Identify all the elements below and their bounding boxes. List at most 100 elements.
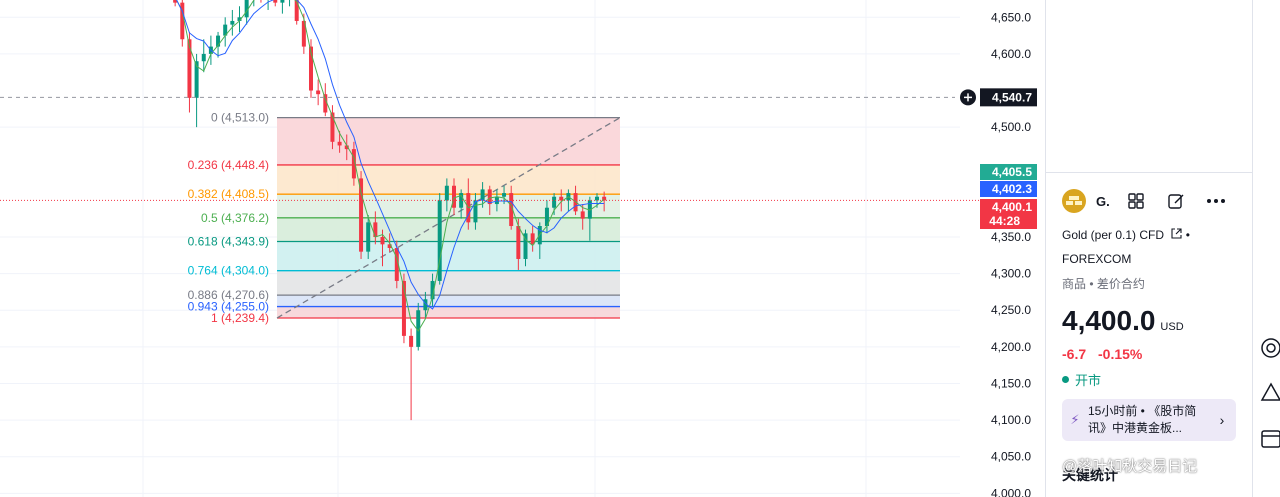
y-tick-label: 4,650.0 bbox=[991, 10, 1031, 24]
fib-zone bbox=[277, 295, 620, 307]
symbol-fullname[interactable]: Gold (per 0.1) CFD • bbox=[1062, 228, 1190, 242]
candle-body bbox=[444, 185, 449, 201]
news-card[interactable]: ⚡ 15小时前 • 《股市简讯》中港黄金板... › bbox=[1062, 399, 1236, 441]
candle-body bbox=[316, 90, 321, 95]
chart-area[interactable]: 0 (4,513.0) 0.236 (4,448.4) 0.382 (4,408.5… bbox=[0, 0, 1045, 497]
market-status-text: 开市 bbox=[1075, 373, 1102, 388]
status-dot-icon bbox=[1062, 376, 1069, 383]
symbol-type: 商品 • 差价合约 bbox=[1062, 277, 1145, 291]
candle-body bbox=[280, 0, 285, 3]
fib-level-label: 0.5 (4,376.2) bbox=[201, 211, 269, 225]
price-change-pct: -0.15% bbox=[1098, 346, 1143, 362]
price-tag-label: 4,402.3 bbox=[992, 182, 1032, 196]
crosshair-price-tag bbox=[980, 88, 1037, 107]
symbol-panel: G. Gold (per 0.1) CFD • FOREXCOM 商品 • 差价… bbox=[1046, 0, 1252, 497]
crosshair-price-label: 4,540.7 bbox=[992, 90, 1032, 104]
candle-body bbox=[580, 211, 585, 219]
candle-body bbox=[359, 178, 364, 252]
candle-body bbox=[423, 299, 428, 311]
plus-mark bbox=[964, 93, 972, 102]
candle-body bbox=[351, 149, 356, 179]
fib-level-label: 0.382 (4,408.5) bbox=[188, 187, 269, 201]
candle-body bbox=[180, 2, 185, 40]
candle-body bbox=[552, 196, 557, 208]
candle-body bbox=[401, 280, 406, 336]
price-chart[interactable]: 0 (4,513.0) 0.236 (4,448.4) 0.382 (4,408.5… bbox=[0, 0, 1045, 497]
candle-body bbox=[480, 189, 485, 201]
symbol-fullname-text: Gold (per 0.1) CFD bbox=[1062, 228, 1165, 242]
change-row: -6.7 -0.15% bbox=[1062, 346, 1150, 362]
candle-body bbox=[587, 200, 592, 219]
candle-body bbox=[194, 61, 199, 98]
candle-body bbox=[523, 233, 528, 259]
candle-body bbox=[416, 310, 421, 347]
alert-icon[interactable] bbox=[1259, 380, 1280, 404]
fib-level-label: 0.764 (4,304.0) bbox=[188, 264, 269, 278]
panel-divider bbox=[1045, 0, 1046, 497]
candle-body bbox=[544, 207, 549, 227]
candle-body bbox=[459, 193, 464, 208]
watermark: @落叶知秋交易日记 bbox=[1062, 458, 1198, 475]
candle-body bbox=[344, 145, 349, 150]
candle-body bbox=[602, 196, 607, 201]
grid-icon[interactable] bbox=[1124, 189, 1148, 213]
calendar-icon[interactable] bbox=[1259, 426, 1280, 450]
symbol-header: G. bbox=[1062, 186, 1248, 216]
last-price-tag bbox=[980, 199, 1037, 229]
more-icon[interactable] bbox=[1204, 189, 1228, 213]
news-text: 15小时前 • 《股市简讯》中港黄金板... bbox=[1088, 404, 1197, 435]
fib-level-label: 0.618 (4,343.9) bbox=[188, 234, 269, 248]
fib-level-label: 0.236 (4,448.4) bbox=[188, 158, 269, 172]
candle-body bbox=[473, 200, 478, 223]
fib-trend-line bbox=[276, 117, 621, 319]
fib-level-label: 0.886 (4,270.6) bbox=[188, 288, 269, 302]
plus-circle-icon[interactable] bbox=[960, 89, 976, 106]
panel-separator bbox=[1046, 172, 1252, 173]
candle-body bbox=[187, 39, 192, 98]
candle-body bbox=[373, 222, 378, 238]
price-row: 4,400.0 USD bbox=[1062, 305, 1184, 337]
market-status: 开市 bbox=[1062, 370, 1101, 389]
countdown-label: 44:28 bbox=[989, 214, 1020, 228]
candle-body bbox=[301, 20, 306, 47]
candle-body bbox=[337, 141, 342, 146]
fib-zone bbox=[277, 217, 620, 242]
right-toolbar bbox=[1252, 0, 1280, 497]
y-tick-label: 4,050.0 bbox=[991, 450, 1031, 464]
fib-zone bbox=[277, 117, 620, 165]
candle-body bbox=[559, 196, 564, 201]
candle-body bbox=[502, 193, 507, 197]
candle-body bbox=[487, 189, 492, 205]
candle-body bbox=[494, 196, 499, 205]
candle-body bbox=[244, 0, 249, 18]
y-tick-label: 4,300.0 bbox=[991, 267, 1031, 281]
fib-zone bbox=[277, 270, 620, 296]
exchange-label[interactable]: FOREXCOM bbox=[1062, 252, 1132, 266]
y-tick-label: 4,250.0 bbox=[991, 303, 1031, 317]
fib-level-label: 0 (4,513.0) bbox=[211, 111, 269, 125]
edit-icon[interactable] bbox=[1164, 189, 1188, 213]
candle-body bbox=[380, 237, 385, 245]
candle-body bbox=[230, 20, 235, 25]
fib-zone bbox=[277, 306, 620, 319]
candle-body bbox=[595, 196, 599, 201]
last-price: 4,400.0 bbox=[1062, 305, 1156, 336]
external-link-icon[interactable] bbox=[1171, 228, 1185, 242]
key-stats-title: 关键统计 bbox=[1062, 467, 1118, 483]
target-icon[interactable] bbox=[1259, 336, 1280, 360]
symbol-short[interactable]: G. bbox=[1096, 193, 1110, 209]
candle-body bbox=[409, 335, 414, 347]
currency-label: USD bbox=[1160, 321, 1184, 333]
y-tick-label: 4,100.0 bbox=[991, 413, 1031, 427]
bolt-icon: ⚡ bbox=[1070, 412, 1080, 427]
fib-level-label: 1 (4,239.4) bbox=[211, 311, 269, 325]
candle-body bbox=[430, 280, 435, 300]
candle-body bbox=[330, 112, 335, 142]
candle-body bbox=[509, 193, 514, 227]
price-tag bbox=[980, 181, 1037, 197]
y-tick-label: 4,350.0 bbox=[991, 230, 1031, 244]
y-tick-label: 4,150.0 bbox=[991, 376, 1031, 390]
y-tick-label: 4,200.0 bbox=[991, 340, 1031, 354]
candle-body bbox=[273, 0, 278, 3]
price-tag bbox=[980, 164, 1037, 180]
